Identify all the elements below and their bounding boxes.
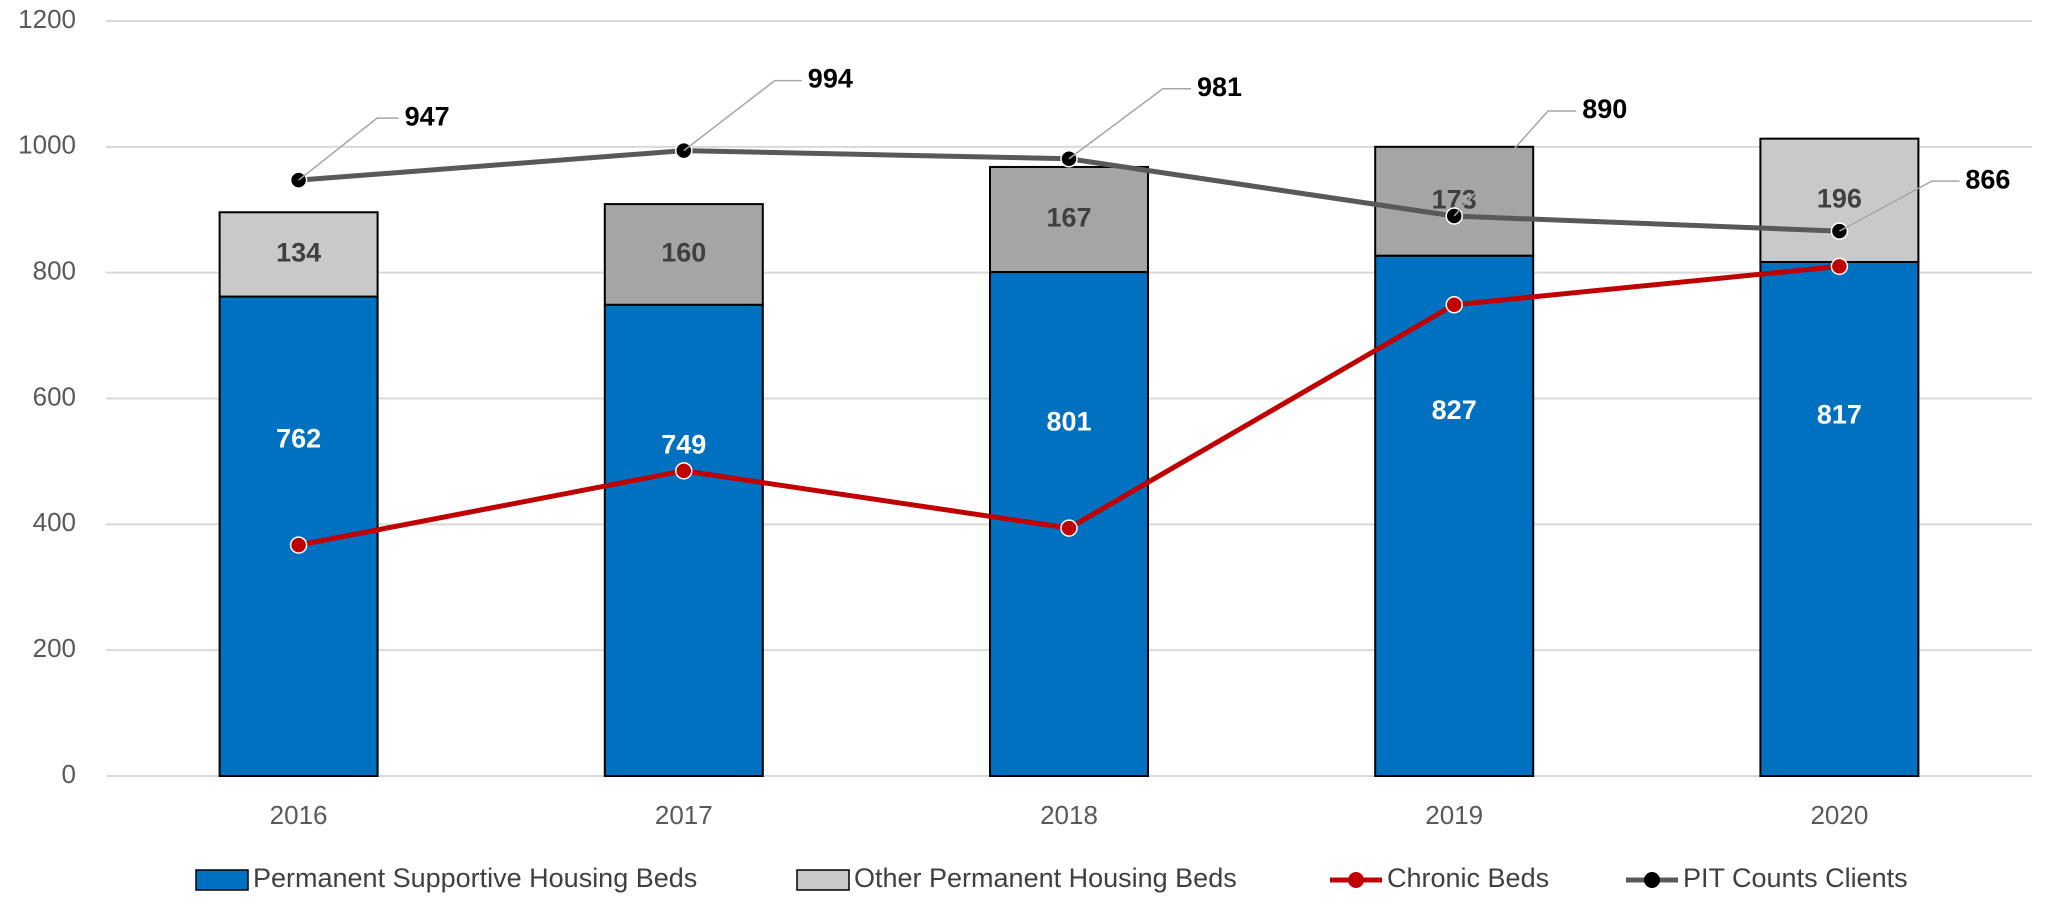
data-label: 866: [1965, 164, 2010, 194]
x-tick-label: 2019: [1425, 800, 1483, 830]
bar-segment: [1374, 145, 1535, 257]
x-tick-label: 2016: [270, 800, 328, 830]
y-tick-label: 1200: [18, 4, 76, 34]
y-tick-label: 1000: [18, 130, 76, 160]
y-tick-label: 0: [62, 759, 76, 789]
y-tick-label: 600: [33, 381, 76, 411]
data-label: 817: [1817, 399, 1862, 429]
bar-segment: [218, 211, 379, 298]
y-tick-label: 400: [33, 507, 76, 537]
x-tick-label: 2020: [1810, 800, 1868, 830]
legend-swatch: [796, 869, 850, 891]
leader-line: [298, 117, 399, 181]
data-label: 167: [1046, 203, 1091, 233]
marker: [1060, 519, 1078, 537]
leader-line: [683, 79, 802, 152]
y-tick-label: 800: [33, 256, 76, 286]
legend-marker: [1348, 872, 1364, 888]
legend-marker: [1644, 872, 1660, 888]
data-label: 762: [276, 424, 321, 454]
y-tick-label: 200: [33, 633, 76, 663]
x-tick-label: 2018: [1040, 800, 1098, 830]
data-label: 160: [661, 238, 706, 268]
leader-line: [1068, 88, 1191, 160]
marker: [1830, 257, 1849, 276]
bar-segment: [1759, 137, 1920, 263]
data-label: 947: [405, 101, 450, 131]
marker: [675, 462, 693, 480]
leader-line: [1453, 110, 1577, 217]
marker: [1445, 296, 1463, 314]
data-label: 981: [1197, 72, 1242, 102]
legend-label: Chronic Beds: [1387, 863, 1549, 893]
data-label: 890: [1582, 94, 1627, 124]
x-tick-label: 2017: [655, 800, 713, 830]
legend-label: Other Permanent Housing Beds: [854, 863, 1237, 893]
marker: [289, 536, 308, 554]
bar-segment: [989, 165, 1149, 274]
bar-segment: [1759, 260, 1920, 777]
legend-label: PIT Counts Clients: [1683, 863, 1908, 893]
data-label: 196: [1817, 183, 1862, 213]
legend-label: Permanent Supportive Housing Beds: [253, 863, 697, 893]
data-label: 134: [276, 238, 321, 268]
data-label: 749: [661, 429, 706, 459]
data-label: 827: [1432, 395, 1477, 425]
bar-segment: [1374, 254, 1535, 778]
legend-swatch: [195, 869, 249, 891]
data-label: 801: [1046, 406, 1091, 436]
leader-line: [1839, 180, 1960, 232]
bar-segment: [603, 303, 764, 777]
data-label: 994: [808, 64, 853, 94]
bar-segment: [603, 203, 764, 306]
